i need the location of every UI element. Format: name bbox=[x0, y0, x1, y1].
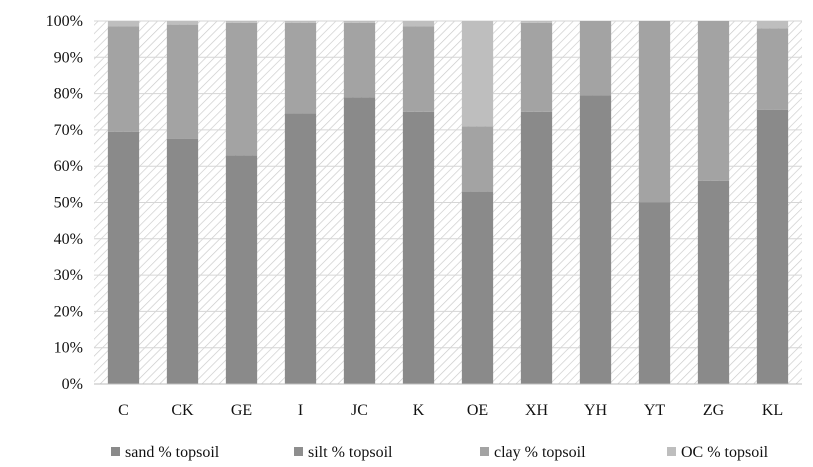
x-tick-label-GE: GE bbox=[231, 402, 252, 419]
y-tick-label-4: 40% bbox=[54, 231, 83, 248]
bar-KL-series-3 bbox=[756, 21, 789, 29]
x-tick-label-KL: KL bbox=[762, 402, 783, 419]
bar-YH-series-0 bbox=[579, 95, 612, 384]
bar-OE-series-0 bbox=[461, 191, 494, 384]
bar-ZG-series-2 bbox=[697, 21, 730, 181]
legend-swatch-0 bbox=[111, 447, 120, 456]
legend-label-0: sand % topsoil bbox=[125, 444, 220, 461]
bar-JC-series-0 bbox=[343, 97, 376, 384]
bar-ZG-series-0 bbox=[697, 180, 730, 384]
bar-GE-series-3 bbox=[225, 21, 258, 23]
bar-JC-series-3 bbox=[343, 21, 376, 23]
bar-KL-series-0 bbox=[756, 109, 789, 384]
y-tick-label-3: 30% bbox=[54, 267, 83, 284]
legend-swatch-1 bbox=[294, 447, 303, 456]
y-tick-label-1: 10% bbox=[54, 340, 83, 357]
bar-CK-series-0 bbox=[166, 138, 199, 384]
bar-C-series-0 bbox=[107, 131, 140, 384]
legend-label-3: OC % topsoil bbox=[681, 444, 769, 461]
x-tick-label-C: C bbox=[118, 402, 129, 419]
legend-swatch-3 bbox=[667, 447, 676, 456]
x-tick-label-XH: XH bbox=[525, 402, 549, 419]
y-tick-label-7: 70% bbox=[54, 122, 83, 139]
x-tick-label-OE: OE bbox=[467, 402, 488, 419]
bar-K-series-3 bbox=[402, 21, 435, 27]
x-tick-label-JC: JC bbox=[351, 402, 368, 419]
y-tick-label-8: 80% bbox=[54, 86, 83, 103]
y-tick-label-9: 90% bbox=[54, 49, 83, 66]
bar-I-series-0 bbox=[284, 113, 317, 384]
gridlines bbox=[94, 20, 802, 385]
y-tick-label-6: 60% bbox=[54, 158, 83, 175]
bar-JC-series-2 bbox=[343, 22, 376, 98]
legend-label-2: clay % topsoil bbox=[494, 444, 586, 461]
bar-I-series-2 bbox=[284, 22, 317, 114]
bar-GE-series-0 bbox=[225, 155, 258, 384]
y-tick-label-2: 20% bbox=[54, 303, 83, 320]
bar-YT-series-2 bbox=[638, 21, 671, 203]
y-tick-labels: 0% 10% 20% 30% 40% 50% 60% 70% 80% 90% 100% bbox=[46, 13, 83, 393]
bar-YH-series-2 bbox=[579, 21, 612, 96]
x-tick-label-CK: CK bbox=[171, 402, 194, 419]
bar-OE-series-3 bbox=[461, 21, 494, 127]
bar-YT-series-0 bbox=[638, 202, 671, 384]
bar-C-series-2 bbox=[107, 26, 140, 132]
bar-GE-series-2 bbox=[225, 22, 258, 156]
x-tick-label-I: I bbox=[298, 402, 303, 419]
bars bbox=[107, 21, 789, 384]
bar-CK-series-2 bbox=[166, 24, 199, 139]
x-tick-labels: C CK GE I JC K OE XH YH YT ZG KL bbox=[118, 402, 783, 419]
x-tick-label-YH: YH bbox=[584, 402, 608, 419]
bar-CK-series-3 bbox=[166, 21, 199, 25]
legend-label-1: silt % topsoil bbox=[308, 444, 393, 461]
bar-OE-series-2 bbox=[461, 126, 494, 192]
y-tick-label-0: 0% bbox=[62, 376, 83, 393]
bar-I-series-3 bbox=[284, 21, 317, 23]
y-tick-label-10: 100% bbox=[46, 13, 83, 30]
legend-swatch-2 bbox=[480, 447, 489, 456]
y-tick-label-5: 50% bbox=[54, 195, 83, 212]
bar-C-series-3 bbox=[107, 21, 140, 27]
bar-KL-series-2 bbox=[756, 28, 789, 110]
x-tick-label-YT: YT bbox=[644, 402, 666, 419]
x-tick-label-ZG: ZG bbox=[703, 402, 725, 419]
bar-XH-series-2 bbox=[520, 22, 553, 112]
bar-XH-series-3 bbox=[520, 21, 553, 23]
bar-K-series-2 bbox=[402, 26, 435, 112]
bar-K-series-0 bbox=[402, 111, 435, 384]
x-tick-label-K: K bbox=[413, 402, 425, 419]
legend: sand % topsoil silt % topsoil clay % topso… bbox=[111, 444, 769, 461]
bar-XH-series-0 bbox=[520, 111, 553, 384]
